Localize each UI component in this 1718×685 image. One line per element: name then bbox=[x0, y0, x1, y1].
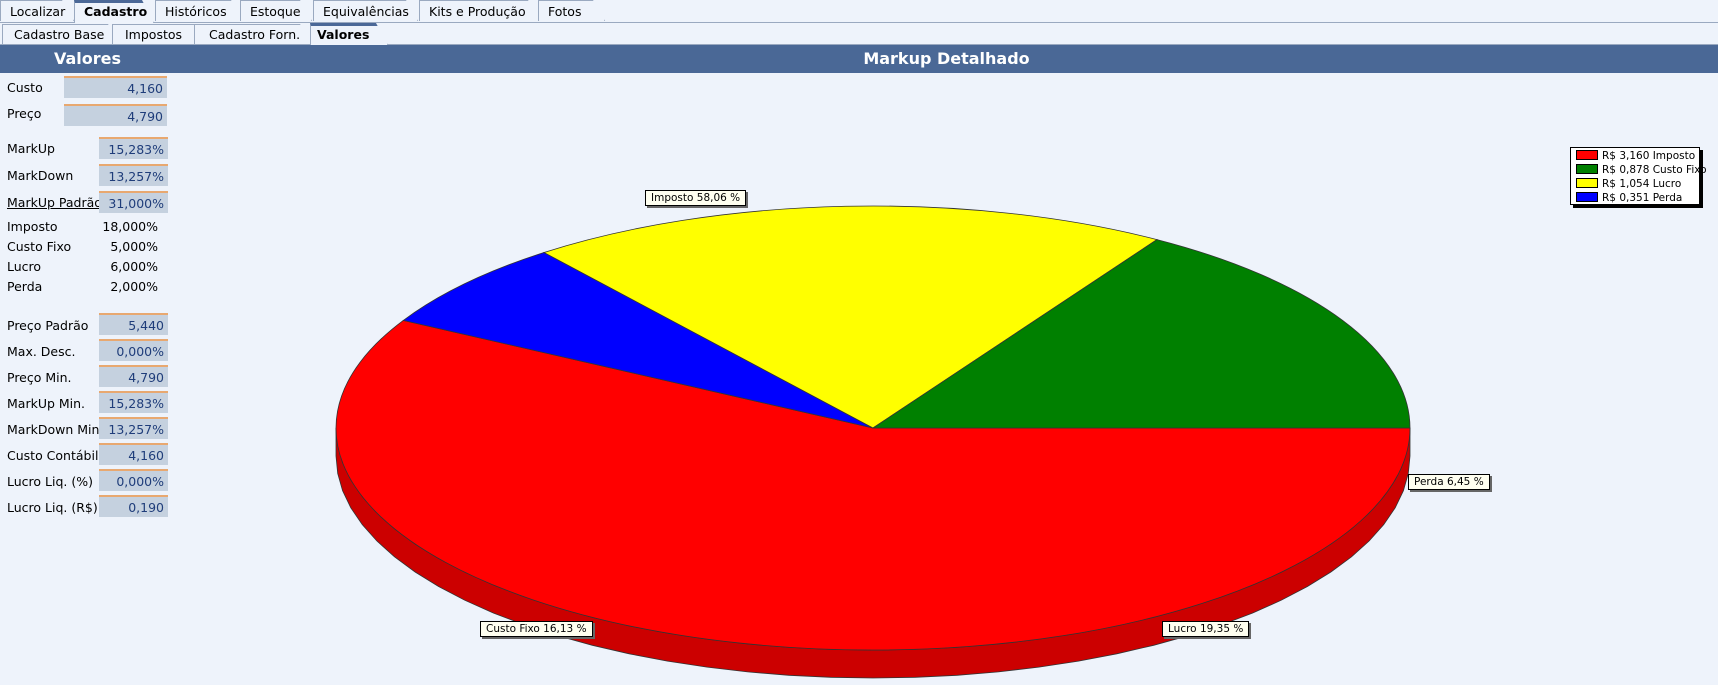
markup-min-label: MarkUp Min. bbox=[7, 396, 86, 411]
perda-value: 2,000% bbox=[110, 279, 158, 294]
markup-label: MarkUp bbox=[7, 141, 55, 156]
tab-fotos[interactable]: Fotos bbox=[538, 0, 605, 21]
tab-equivalencias[interactable]: Equivalências bbox=[313, 0, 418, 21]
subtab-impostos[interactable]: Impostos bbox=[112, 24, 208, 44]
markdown-min-label: MarkDown Min. bbox=[7, 422, 104, 437]
subtab-valores[interactable]: Valores bbox=[310, 23, 388, 45]
preco-padrao-field[interactable]: 5,440 bbox=[99, 313, 168, 335]
imposto-label: Imposto bbox=[7, 219, 58, 234]
tab-historicos[interactable]: Históricos bbox=[155, 0, 243, 21]
section-header: Valores Markup Detalhado bbox=[0, 45, 1718, 73]
legend-text-lucro: R$ 1,054 Lucro bbox=[1602, 178, 1682, 190]
markup-min-field[interactable]: 15,283% bbox=[99, 391, 168, 413]
slice-label-custo-fixo: Custo Fixo 16,13 % bbox=[480, 621, 593, 637]
slice-label-imposto: Imposto 58,06 % bbox=[645, 190, 747, 206]
markup-padrao-link[interactable]: MarkUp Padrão bbox=[7, 195, 102, 210]
lucro-liq-rs-field[interactable]: 0,190 bbox=[99, 495, 168, 517]
legend-text-perda: R$ 0,351 Perda bbox=[1602, 192, 1683, 204]
markdown-field[interactable]: 13,257% bbox=[99, 164, 168, 186]
slice-label-lucro: Lucro 19,35 % bbox=[1162, 621, 1250, 637]
preco-min-field[interactable]: 4,790 bbox=[99, 365, 168, 387]
subtab-cadastro-base[interactable]: Cadastro Base bbox=[2, 24, 120, 44]
lucro-liq-pct-field[interactable]: 0,000% bbox=[99, 469, 168, 491]
subtab-cadastro-forn[interactable]: Cadastro Forn. bbox=[194, 24, 312, 44]
slice-custo-fixo bbox=[871, 239, 1411, 429]
markup-field[interactable]: 15,283% bbox=[99, 137, 168, 159]
legend-text-imposto: R$ 3,160 Imposto bbox=[1602, 150, 1696, 162]
lucro-liq-pct-label: Lucro Liq. (%) bbox=[7, 474, 93, 489]
legend-swatch-imposto bbox=[1576, 150, 1598, 160]
slice-label-perda: Perda 6,45 % bbox=[1408, 474, 1490, 490]
lucro-value: 6,000% bbox=[110, 259, 158, 274]
legend-swatch-custo-fixo bbox=[1576, 164, 1598, 174]
tab-cadastro[interactable]: Cadastro bbox=[74, 0, 154, 23]
tab-estoque[interactable]: Estoque bbox=[240, 0, 312, 21]
lucro-label: Lucro bbox=[7, 259, 42, 274]
max-desc-field[interactable]: 0,000% bbox=[99, 339, 168, 361]
legend-swatch-lucro bbox=[1576, 178, 1598, 188]
preco-min-label: Preço Min. bbox=[7, 370, 72, 385]
slice-lucro bbox=[542, 205, 1158, 429]
perda-label: Perda bbox=[7, 279, 43, 294]
slice-imposto bbox=[335, 319, 1411, 651]
preco-field[interactable]: 4,790 bbox=[64, 104, 167, 126]
custo-contabil-label: Custo Contábil bbox=[7, 448, 99, 463]
legend-item-imposto: R$ 3,160 Imposto bbox=[1576, 150, 1695, 163]
legend-item-perda: R$ 0,351 Perda bbox=[1576, 192, 1682, 205]
legend-item-custo-fixo: R$ 0,878 Custo Fixo bbox=[1576, 164, 1707, 177]
custo-fixo-label: Custo Fixo bbox=[7, 239, 72, 254]
legend-item-lucro: R$ 1,054 Lucro bbox=[1576, 178, 1681, 191]
markdown-label: MarkDown bbox=[7, 168, 74, 183]
tab-kits-producao[interactable]: Kits e Produção bbox=[419, 0, 540, 21]
markdown-min-field[interactable]: 13,257% bbox=[99, 417, 168, 439]
max-desc-label: Max. Desc. bbox=[7, 344, 76, 359]
custo-field[interactable]: 4,160 bbox=[64, 76, 167, 98]
main-tab-strip: Localizar Cadastro Históricos Estoque Eq… bbox=[0, 0, 1718, 23]
sub-tab-strip: Cadastro Base Impostos Cadastro Forn. Va… bbox=[0, 22, 1718, 45]
chart-title: Markup Detalhado bbox=[863, 49, 1030, 68]
preco-padrao-label: Preço Padrão bbox=[7, 318, 89, 333]
chart-legend: R$ 3,160 Imposto R$ 0,878 Custo Fixo R$ … bbox=[1570, 147, 1707, 205]
imposto-value: 18,000% bbox=[102, 219, 158, 234]
markup-pie-chart bbox=[335, 205, 1411, 679]
custo-label: Custo bbox=[7, 80, 43, 95]
preco-label: Preço bbox=[7, 106, 42, 121]
values-panel-title: Valores bbox=[53, 49, 122, 68]
legend-swatch-perda bbox=[1576, 192, 1598, 202]
markup-padrao-field[interactable]: 31,000% bbox=[99, 191, 168, 213]
custo-contabil-field[interactable]: 4,160 bbox=[99, 443, 168, 465]
custo-fixo-value: 5,000% bbox=[110, 239, 158, 254]
tab-localizar[interactable]: Localizar bbox=[0, 0, 74, 21]
slice-perda bbox=[402, 252, 874, 429]
legend-text-custo-fixo: R$ 0,878 Custo Fixo bbox=[1602, 164, 1707, 176]
lucro-liq-rs-label: Lucro Liq. (R$) bbox=[7, 500, 98, 515]
